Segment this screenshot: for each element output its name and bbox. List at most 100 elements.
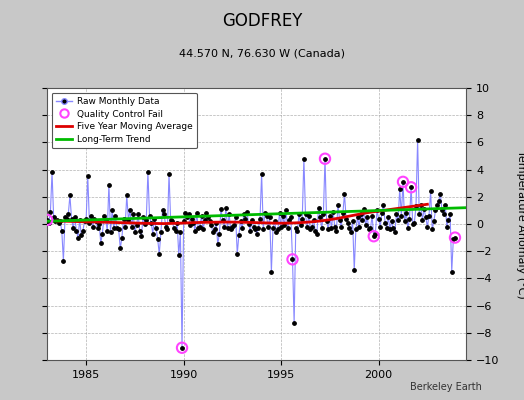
Point bbox=[189, 220, 198, 226]
Point bbox=[328, 225, 336, 231]
Point bbox=[239, 211, 248, 218]
Point bbox=[64, 211, 72, 218]
Point bbox=[316, 214, 324, 220]
Point bbox=[176, 229, 184, 235]
Point bbox=[116, 245, 125, 252]
Point bbox=[340, 191, 348, 197]
Point bbox=[451, 234, 459, 241]
Point bbox=[399, 179, 407, 185]
Point bbox=[119, 215, 128, 222]
Point bbox=[248, 217, 256, 223]
Point bbox=[366, 225, 375, 231]
Point bbox=[396, 186, 404, 192]
Point bbox=[368, 213, 376, 219]
Point bbox=[324, 226, 332, 233]
Point bbox=[387, 218, 396, 224]
Point bbox=[326, 213, 334, 219]
Point bbox=[371, 230, 379, 237]
Point bbox=[400, 218, 409, 224]
Point bbox=[198, 213, 206, 219]
Point bbox=[72, 228, 81, 234]
Point bbox=[410, 220, 419, 226]
Point bbox=[403, 225, 412, 231]
Point bbox=[92, 218, 100, 224]
Point bbox=[407, 184, 416, 190]
Point bbox=[295, 211, 303, 218]
Point bbox=[392, 211, 401, 218]
Point bbox=[80, 218, 89, 224]
Point bbox=[259, 226, 267, 233]
Point bbox=[409, 221, 417, 227]
Point bbox=[428, 226, 436, 233]
Point bbox=[344, 220, 352, 226]
Point bbox=[103, 228, 112, 234]
Point bbox=[134, 211, 143, 218]
Point bbox=[407, 184, 416, 190]
Point bbox=[291, 225, 300, 231]
Point bbox=[297, 222, 305, 228]
Point bbox=[186, 222, 194, 228]
Point bbox=[304, 213, 313, 219]
Point bbox=[342, 215, 351, 222]
Point bbox=[93, 225, 102, 231]
Point bbox=[157, 229, 165, 235]
Point bbox=[369, 233, 378, 240]
Point bbox=[318, 225, 326, 231]
Point bbox=[369, 233, 378, 240]
Point bbox=[126, 207, 134, 214]
Point bbox=[363, 214, 372, 220]
Point bbox=[43, 217, 51, 223]
Point bbox=[209, 229, 217, 235]
Point bbox=[358, 217, 367, 223]
Point bbox=[90, 215, 99, 222]
Point bbox=[235, 232, 243, 238]
Point bbox=[405, 215, 413, 222]
Point bbox=[127, 224, 136, 230]
Point bbox=[238, 225, 246, 231]
Point bbox=[399, 179, 407, 185]
Point bbox=[443, 224, 451, 230]
Point bbox=[348, 218, 357, 224]
Point bbox=[266, 214, 274, 220]
Point bbox=[183, 214, 191, 220]
Point bbox=[85, 220, 94, 226]
Point bbox=[226, 226, 235, 233]
Point bbox=[194, 225, 202, 231]
Point bbox=[300, 156, 308, 162]
Point bbox=[96, 240, 105, 246]
Point bbox=[236, 218, 245, 224]
Point bbox=[253, 230, 261, 237]
Point bbox=[256, 215, 264, 222]
Point bbox=[425, 213, 433, 219]
Point bbox=[420, 206, 428, 212]
Point bbox=[257, 170, 266, 177]
Point bbox=[356, 211, 365, 218]
Text: 44.570 N, 76.630 W (Canada): 44.570 N, 76.630 W (Canada) bbox=[179, 48, 345, 58]
Point bbox=[249, 224, 258, 230]
Point bbox=[430, 218, 438, 224]
Point bbox=[167, 217, 175, 223]
Point bbox=[415, 211, 423, 218]
Point bbox=[230, 222, 238, 228]
Point bbox=[365, 226, 373, 233]
Point bbox=[46, 208, 54, 215]
Point bbox=[207, 222, 215, 228]
Point bbox=[277, 224, 286, 230]
Point bbox=[178, 344, 186, 351]
Point bbox=[121, 224, 129, 230]
Point bbox=[339, 210, 347, 216]
Point bbox=[279, 213, 287, 219]
Point bbox=[111, 213, 119, 219]
Point bbox=[136, 228, 144, 234]
Point bbox=[54, 220, 63, 226]
Point bbox=[449, 236, 457, 242]
Point bbox=[165, 170, 173, 177]
Point bbox=[352, 226, 360, 233]
Point bbox=[389, 225, 397, 231]
Point bbox=[215, 230, 224, 237]
Point bbox=[225, 211, 233, 218]
Point bbox=[160, 211, 168, 218]
Point bbox=[301, 211, 310, 218]
Point bbox=[418, 217, 427, 223]
Point bbox=[82, 215, 90, 222]
